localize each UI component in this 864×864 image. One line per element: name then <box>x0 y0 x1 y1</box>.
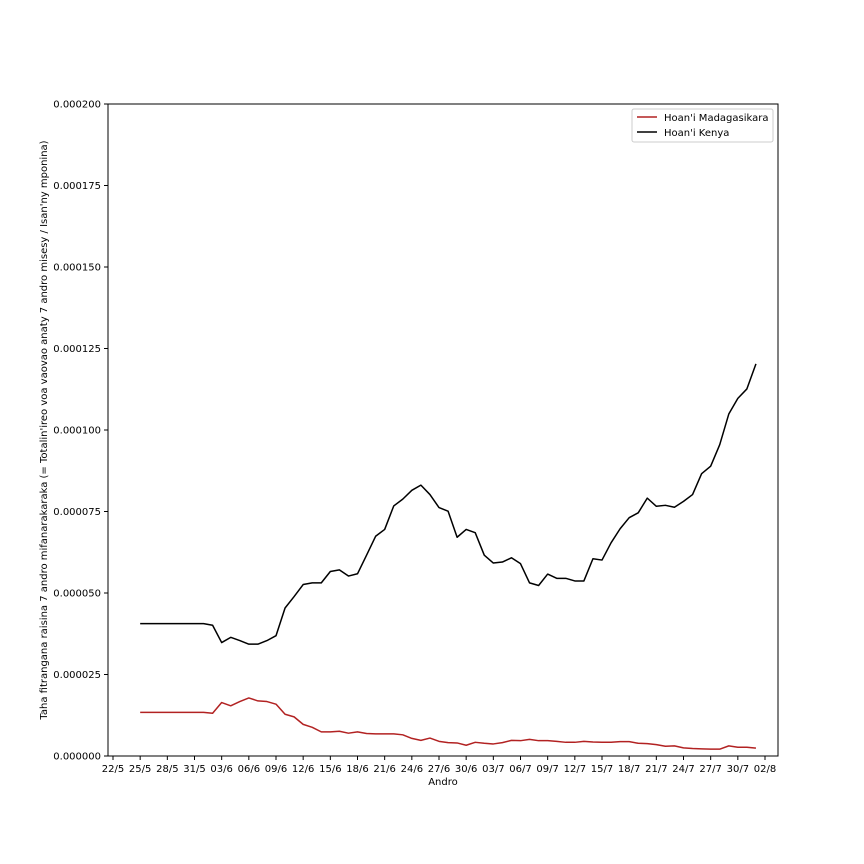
x-axis-label: Andro <box>428 777 458 788</box>
x-tick-label: 21/7 <box>645 764 667 775</box>
legend-label-madagasikara: Hoan'i Madagasikara <box>664 113 769 124</box>
x-tick-label: 12/6 <box>292 764 314 775</box>
x-tick-label: 18/6 <box>346 764 368 775</box>
y-axis-label: Taha fitrangana raisina 7 andro mifanara… <box>39 140 50 720</box>
y-tick-label: 0.000050 <box>53 589 101 600</box>
x-tick-label: 28/5 <box>156 764 178 775</box>
plot-frame <box>107 103 779 757</box>
x-tick-label: 15/7 <box>591 764 613 775</box>
x-tick-label: 24/6 <box>401 764 423 775</box>
x-tick-label: 30/6 <box>455 764 477 775</box>
x-tick-label: 06/7 <box>509 764 531 775</box>
y-tick-label: 0.000175 <box>53 181 101 192</box>
y-tick-label: 0.000075 <box>53 507 101 518</box>
x-tick-label: 31/5 <box>183 764 205 775</box>
series-line-madagasikara <box>140 697 757 750</box>
y-tick-label: 0.000000 <box>53 752 101 763</box>
x-tick-label: 09/6 <box>265 764 287 775</box>
y-axis: 0.000000 0.000025 0.000050 0.000075 0.000100… <box>53 100 108 763</box>
x-tick-label: 25/5 <box>129 764 151 775</box>
x-tick-label: 09/7 <box>536 764 558 775</box>
y-tick-label: 0.000025 <box>53 670 101 681</box>
y-tick-label: 0.000200 <box>53 100 101 111</box>
legend-label-kenya: Hoan'i Kenya <box>664 128 729 139</box>
x-tick-label: 03/7 <box>482 764 504 775</box>
y-tick-label: 0.000100 <box>53 426 101 437</box>
series-line-kenya <box>140 363 757 645</box>
x-axis: 22/5 25/5 28/5 31/5 03/6 06/6 09/6 12/6 15/6 18/6… <box>102 756 776 775</box>
legend-box <box>631 108 774 143</box>
x-tick-label: 27/6 <box>428 764 450 775</box>
x-tick-label: 24/7 <box>672 764 694 775</box>
x-tick-label: 27/7 <box>699 764 721 775</box>
legend: Hoan'i Madagasikara Hoan'i Kenya <box>631 108 774 143</box>
series-layer <box>140 363 757 750</box>
x-tick-label: 12/7 <box>564 764 586 775</box>
x-tick-label: 06/6 <box>238 764 260 775</box>
y-tick-label: 0.000125 <box>53 344 101 355</box>
x-tick-label: 22/5 <box>102 764 124 775</box>
x-tick-label: 15/6 <box>319 764 341 775</box>
x-tick-label: 30/7 <box>727 764 749 775</box>
y-tick-label: 0.000150 <box>53 263 101 274</box>
x-tick-label: 18/7 <box>618 764 640 775</box>
x-tick-label: 02/8 <box>754 764 776 775</box>
x-tick-label: 03/6 <box>210 764 232 775</box>
x-tick-label: 21/6 <box>373 764 395 775</box>
